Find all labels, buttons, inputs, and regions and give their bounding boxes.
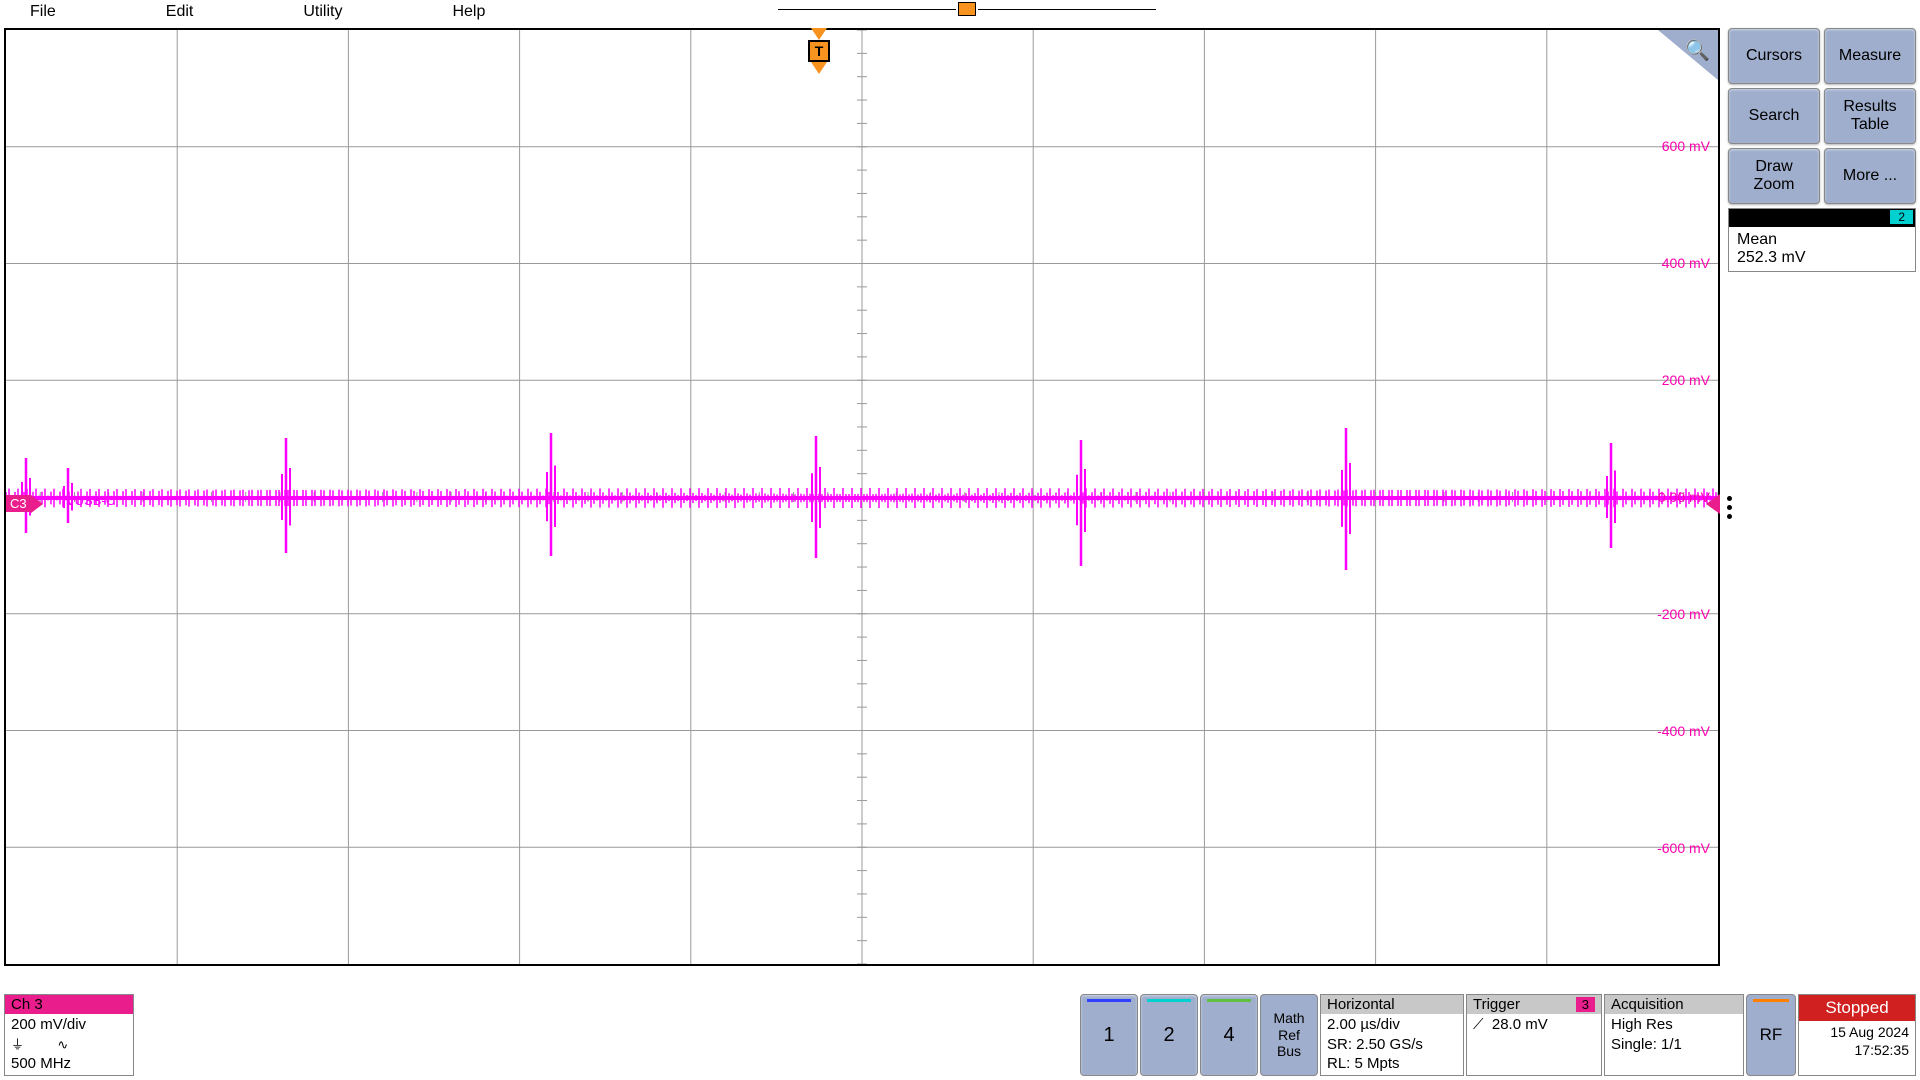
oscilloscope-display[interactable]: 600 mV 400 mV 200 mV 0.00 mV -200 mV -400 mV -… — [4, 28, 1720, 966]
magnifier-icon: 🔍 — [1685, 38, 1710, 63]
coupling-icon: ⏚ — [11, 1037, 24, 1052]
channel-scale: 200 mV/div — [11, 1015, 127, 1035]
trigger-source-badge: 3 — [1576, 997, 1595, 1012]
trigger-position-marker-icon[interactable] — [958, 2, 976, 16]
axis-label: -400 mV — [1657, 723, 1710, 739]
channel-1-button[interactable]: 1 — [1080, 994, 1138, 1076]
menu-help[interactable]: Help — [452, 3, 485, 21]
rf-button[interactable]: RF — [1746, 994, 1796, 1076]
menu-file[interactable]: File — [30, 3, 56, 21]
axis-label: 200 mV — [1662, 372, 1710, 388]
acquisition-mode: High Res — [1611, 1015, 1737, 1035]
draw-zoom-button[interactable]: Draw Zoom — [1728, 148, 1820, 204]
measurement-value: 252.3 mV — [1737, 249, 1907, 267]
measurement-panel[interactable]: 2 Mean 252.3 mV — [1728, 208, 1916, 272]
math-label: Math — [1273, 1010, 1304, 1027]
horizontal-panel[interactable]: Horizontal 2.00 µs/div SR: 2.50 GS/s RL:… — [1320, 994, 1464, 1076]
ref-label: Ref — [1278, 1027, 1300, 1044]
channel-ground-marker[interactable]: C3 — [6, 495, 43, 513]
trigger-level-marker[interactable] — [1706, 494, 1720, 514]
acquisition-sequence: Single: 1/1 — [1611, 1035, 1737, 1055]
trigger-slope-icon: ⟋ — [1473, 1016, 1484, 1033]
bottom-bar: Ch 3 200 mV/div ⏚ ∿ 500 MHz 1 2 4 Math R… — [4, 994, 1916, 1076]
cursors-button[interactable]: Cursors — [1728, 28, 1820, 84]
trigger-title: Trigger — [1473, 996, 1520, 1013]
axis-label: -600 mV — [1657, 840, 1710, 856]
stopped-button[interactable]: Stopped — [1799, 995, 1915, 1021]
impedance-icon: ∿ — [57, 1037, 68, 1052]
results-table-button[interactable]: Results Table — [1824, 88, 1916, 144]
panel-grip-icon[interactable] — [1727, 496, 1732, 519]
horizontal-sample-rate: SR: 2.50 GS/s — [1327, 1035, 1457, 1055]
channel-arrow-icon — [31, 495, 43, 513]
trigger-panel[interactable]: Trigger 3 ⟋ 28.0 mV — [1466, 994, 1602, 1076]
status-date: 15 Aug 2024 — [1805, 1023, 1909, 1041]
run-status-panel[interactable]: Stopped 15 Aug 2024 17:52:35 — [1798, 994, 1916, 1076]
measurement-channel-badge: 2 — [1890, 210, 1913, 224]
channel-status-panel[interactable]: Ch 3 200 mV/div ⏚ ∿ 500 MHz — [4, 994, 134, 1076]
acquisition-title: Acquisition — [1605, 995, 1743, 1014]
menu-edit[interactable]: Edit — [166, 3, 194, 21]
bus-label: Bus — [1277, 1043, 1301, 1060]
acquisition-panel[interactable]: Acquisition High Res Single: 1/1 — [1604, 994, 1744, 1076]
more-button[interactable]: More ... — [1824, 148, 1916, 204]
measure-button[interactable]: Measure — [1824, 28, 1916, 84]
trigger-t-icon: T — [808, 40, 830, 62]
channel-2-button[interactable]: 2 — [1140, 994, 1198, 1076]
axis-label: 0.00 mV — [1658, 489, 1710, 505]
measurement-name: Mean — [1737, 231, 1907, 249]
right-panel: Cursors Measure Search Results Table Dra… — [1728, 28, 1916, 272]
search-button[interactable]: Search — [1728, 88, 1820, 144]
trigger-position-bar[interactable] — [778, 2, 1156, 16]
horizontal-title: Horizontal — [1321, 995, 1463, 1014]
channel-badge: C3 — [6, 495, 31, 512]
math-ref-bus-button[interactable]: Math Ref Bus — [1260, 994, 1318, 1076]
trigger-time-marker[interactable]: T — [808, 28, 830, 74]
horizontal-scale: 2.00 µs/div — [1327, 1015, 1457, 1035]
trigger-level: 28.0 mV — [1492, 1016, 1548, 1033]
channel-status-name: Ch 3 — [5, 995, 133, 1014]
channel-label: VUSB-C — [66, 493, 115, 508]
channel-4-button[interactable]: 4 — [1200, 994, 1258, 1076]
axis-label: 600 mV — [1662, 138, 1710, 154]
channel-bandwidth: 500 MHz — [11, 1054, 127, 1074]
axis-label: -200 mV — [1657, 606, 1710, 622]
waveform-trace — [6, 30, 1718, 964]
axis-label: 400 mV — [1662, 255, 1710, 271]
status-time: 17:52:35 — [1805, 1041, 1909, 1059]
zoom-button[interactable]: 🔍 — [1658, 30, 1718, 80]
grid — [6, 30, 1718, 964]
measurement-header: 2 — [1729, 209, 1915, 227]
menu-utility[interactable]: Utility — [303, 3, 342, 21]
horizontal-record-length: RL: 5 Mpts — [1327, 1054, 1457, 1074]
